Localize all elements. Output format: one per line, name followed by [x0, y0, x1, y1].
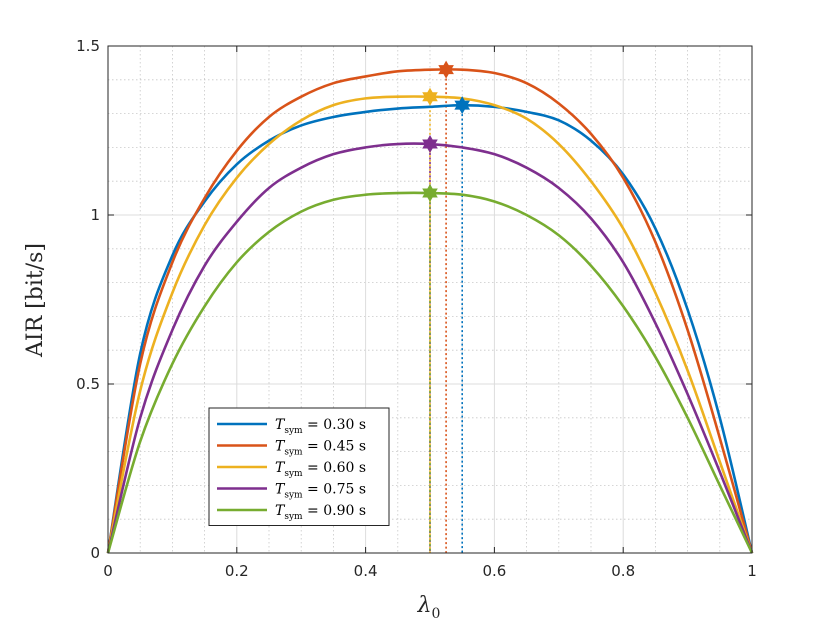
optimum-marker-1 — [454, 100, 470, 115]
series-line-2 — [106, 68, 754, 554]
y-tick-label: 0 — [90, 544, 100, 562]
y-tick-label: 1.5 — [76, 37, 100, 55]
legend: Tsym = 0.30 s Tsym = 0.45 s Tsym = 0.60 s T… — [208, 407, 390, 526]
y-tick-label: 1 — [90, 206, 100, 224]
legend-entry-4: Tsym = 0.75 s — [275, 482, 366, 501]
axes-box — [107, 45, 753, 554]
legend-entry-5: Tsym = 0.90 s — [275, 503, 366, 522]
optimum-marker-5 — [422, 188, 438, 203]
y-tick-label: 0.5 — [76, 375, 100, 393]
x-tick-label: 0.4 — [354, 562, 378, 580]
y-axis-label: AIR [bit/s] — [23, 243, 48, 358]
x-tick-label: 1 — [747, 562, 757, 580]
legend-entry-1: Tsym = 0.30 s — [275, 417, 366, 436]
optimum-marker-3 — [422, 92, 438, 106]
optimum-marker-4 — [422, 139, 438, 154]
x-tick-label: 0.2 — [225, 562, 249, 580]
x-axis-label: λ0 — [417, 593, 441, 622]
x-tick-label: 0 — [103, 562, 113, 580]
optimum-marker-2 — [438, 65, 454, 79]
x-tick-label: 0.8 — [611, 562, 635, 580]
legend-entry-2: Tsym = 0.45 s — [275, 439, 366, 458]
x-tick-label: 0.6 — [482, 562, 506, 580]
legend-entry-3: Tsym = 0.60 s — [275, 460, 366, 479]
